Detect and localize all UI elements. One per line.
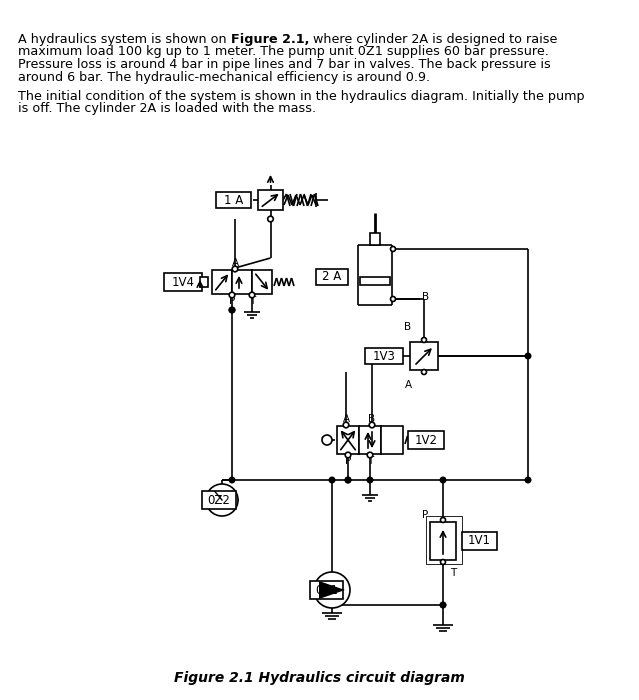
Circle shape	[345, 477, 351, 483]
Text: Figure 2.1,: Figure 2.1,	[231, 33, 309, 46]
Text: B: B	[422, 292, 429, 302]
Circle shape	[367, 477, 373, 483]
Text: is off. The cylinder 2A is loaded with the mass.: is off. The cylinder 2A is loaded with t…	[18, 102, 316, 116]
Bar	[360, 277, 390, 285]
Text: A: A	[404, 380, 412, 390]
Circle shape	[390, 297, 396, 302]
Bar	[216, 192, 251, 208]
Text: 1V3: 1V3	[373, 349, 396, 363]
Bar	[202, 491, 236, 509]
Text: A hydraulics system is shown on: A hydraulics system is shown on	[18, 33, 231, 46]
Circle shape	[525, 354, 531, 359]
Text: P: P	[422, 510, 428, 520]
Circle shape	[268, 216, 273, 222]
Bar	[337, 426, 359, 454]
Bar	[365, 348, 403, 364]
Text: Pressure loss is around 4 bar in pipe lines and 7 bar in valves. The back pressu: Pressure loss is around 4 bar in pipe li…	[18, 58, 551, 71]
Circle shape	[229, 477, 235, 483]
Circle shape	[343, 422, 349, 428]
Circle shape	[232, 266, 238, 272]
Text: P: P	[345, 456, 351, 466]
Text: 1 A: 1 A	[224, 193, 243, 206]
Bar	[370, 233, 380, 245]
Bar	[381, 426, 403, 454]
Text: P: P	[229, 296, 235, 306]
Circle shape	[229, 307, 235, 313]
Text: Figure 2.1,: Figure 2.1,	[231, 33, 309, 46]
Text: 0Z2: 0Z2	[208, 494, 231, 507]
Circle shape	[345, 477, 351, 483]
Text: T: T	[450, 568, 456, 578]
Bar	[232, 270, 252, 294]
Circle shape	[206, 484, 238, 516]
Text: A: A	[231, 258, 238, 268]
Bar	[462, 532, 497, 550]
Bar	[164, 273, 202, 291]
Circle shape	[229, 307, 235, 313]
Text: A hydraulics system is shown on: A hydraulics system is shown on	[18, 33, 231, 46]
Bar	[359, 426, 381, 454]
Circle shape	[314, 572, 350, 608]
Bar	[212, 270, 232, 294]
Circle shape	[525, 477, 531, 483]
Text: Figure 2.1 Hydraulics circuit diagram: Figure 2.1 Hydraulics circuit diagram	[174, 671, 465, 685]
Text: 2 A: 2 A	[322, 270, 342, 284]
Circle shape	[422, 370, 426, 374]
Bar	[252, 270, 272, 294]
Text: maximum load 100 kg up to 1 meter. The pump unit 0Z1 supplies 60 bar pressure.: maximum load 100 kg up to 1 meter. The p…	[18, 46, 549, 59]
Text: 0Z1: 0Z1	[315, 584, 338, 596]
Text: B: B	[404, 322, 412, 332]
Bar	[258, 190, 283, 210]
Bar	[200, 277, 208, 287]
Text: where cylinder 2A is designed to raise: where cylinder 2A is designed to raise	[309, 33, 557, 46]
Text: 1V2: 1V2	[415, 433, 438, 447]
Circle shape	[367, 452, 373, 458]
Text: The initial condition of the system is shown in the hydraulics diagram. Initiall: The initial condition of the system is s…	[18, 90, 585, 103]
Circle shape	[440, 559, 445, 564]
Circle shape	[345, 452, 351, 458]
Circle shape	[390, 246, 396, 251]
Text: 1V4: 1V4	[171, 276, 194, 288]
Text: T: T	[367, 456, 373, 466]
Bar	[426, 516, 462, 564]
Circle shape	[440, 603, 445, 608]
Bar	[430, 522, 456, 560]
Circle shape	[422, 337, 426, 342]
Circle shape	[440, 517, 445, 522]
Circle shape	[229, 292, 235, 298]
Bar	[408, 431, 444, 449]
Circle shape	[440, 477, 446, 483]
Text: around 6 bar. The hydraulic-mechanical efficiency is around 0.9.: around 6 bar. The hydraulic-mechanical e…	[18, 71, 430, 84]
Circle shape	[322, 435, 332, 445]
Text: T: T	[249, 296, 255, 306]
Text: A: A	[343, 414, 350, 424]
Bar	[310, 581, 343, 599]
Text: 1V1: 1V1	[468, 535, 491, 547]
Circle shape	[440, 602, 446, 608]
Polygon shape	[319, 581, 345, 599]
Bar	[410, 342, 438, 370]
Circle shape	[369, 422, 375, 428]
Bar	[316, 269, 348, 285]
Circle shape	[249, 292, 255, 298]
Text: B: B	[369, 414, 376, 424]
Circle shape	[329, 477, 335, 483]
